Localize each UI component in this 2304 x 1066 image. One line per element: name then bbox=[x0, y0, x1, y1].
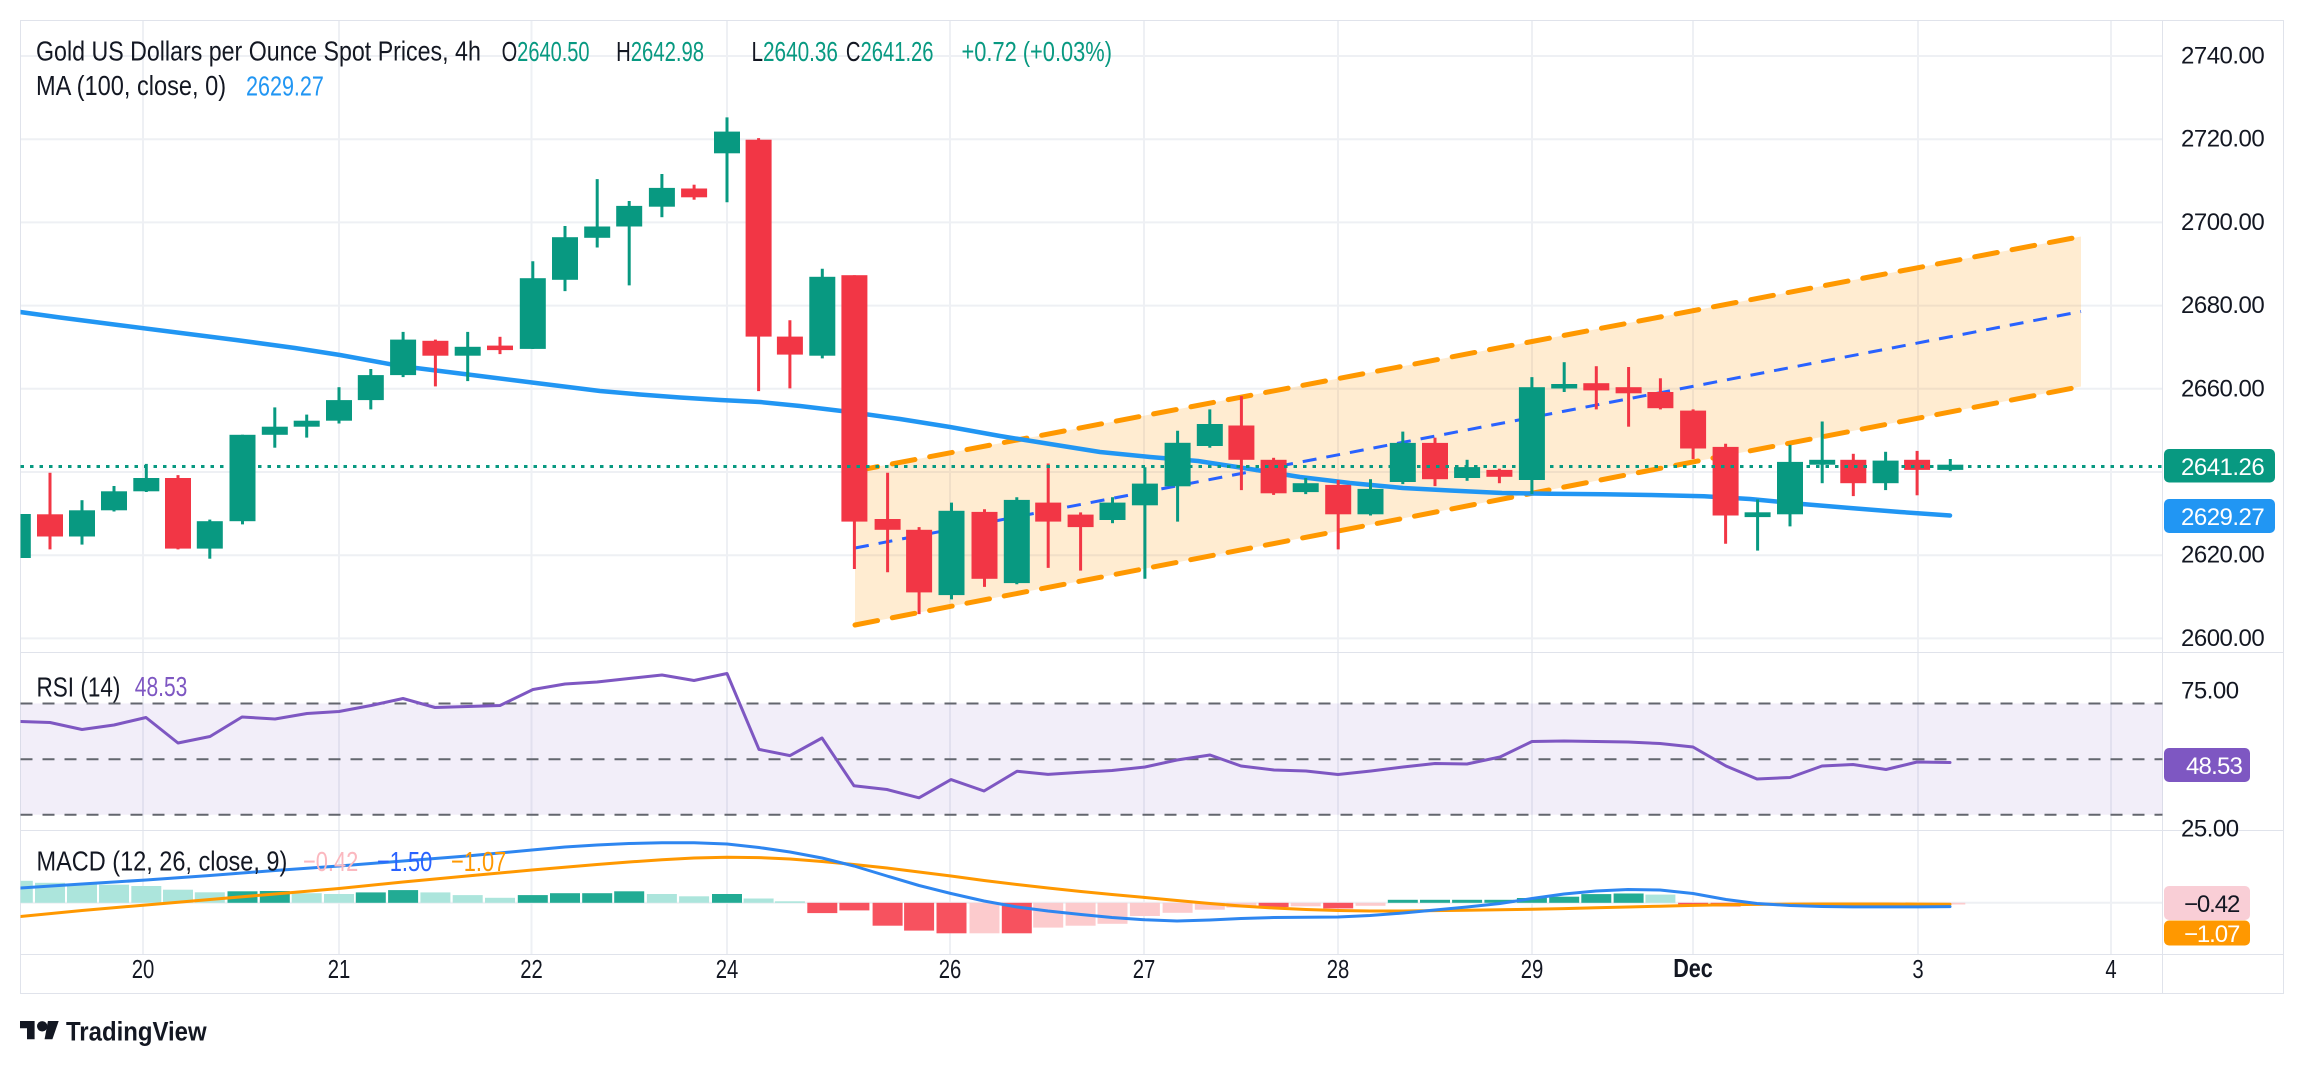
svg-text:21: 21 bbox=[328, 955, 351, 984]
svg-text:2660.00: 2660.00 bbox=[2181, 375, 2264, 402]
svg-text:28: 28 bbox=[1327, 955, 1350, 984]
svg-text:MACD (12, 26, close, 9): MACD (12, 26, close, 9) bbox=[37, 847, 288, 877]
svg-text:24: 24 bbox=[716, 955, 739, 984]
svg-text:2629.27: 2629.27 bbox=[2181, 504, 2264, 531]
svg-text:75.00: 75.00 bbox=[2181, 678, 2239, 705]
svg-text:22: 22 bbox=[520, 955, 543, 984]
svg-text:27: 27 bbox=[1133, 955, 1156, 984]
svg-text:H2642.98: H2642.98 bbox=[616, 37, 704, 68]
svg-text:2680.00: 2680.00 bbox=[2181, 292, 2264, 319]
svg-text:−1.07: −1.07 bbox=[2184, 921, 2240, 948]
svg-text:−1.50: −1.50 bbox=[377, 846, 432, 877]
svg-text:2600.00: 2600.00 bbox=[2181, 625, 2264, 652]
svg-text:25.00: 25.00 bbox=[2181, 816, 2239, 843]
svg-text:2629.27: 2629.27 bbox=[246, 71, 324, 102]
svg-text:2740.00: 2740.00 bbox=[2181, 43, 2264, 70]
svg-text:MA (100, close, 0): MA (100, close, 0) bbox=[36, 71, 226, 101]
svg-text:−0.42: −0.42 bbox=[2184, 891, 2240, 918]
svg-text:2620.00: 2620.00 bbox=[2181, 542, 2264, 569]
svg-text:+0.72 (+0.03%): +0.72 (+0.03%) bbox=[962, 36, 1112, 67]
svg-text:−0.42: −0.42 bbox=[303, 846, 358, 877]
svg-text:Gold US Dollars per Ounce Spot: Gold US Dollars per Ounce Spot Prices, 4… bbox=[36, 37, 481, 67]
svg-text:−1.07: −1.07 bbox=[451, 846, 506, 877]
svg-text:48.53: 48.53 bbox=[2186, 753, 2243, 780]
svg-text:RSI (14): RSI (14) bbox=[37, 672, 121, 703]
svg-text:Dec: Dec bbox=[1673, 954, 1713, 983]
svg-text:L2640.36: L2640.36 bbox=[752, 37, 838, 68]
svg-text:O2640.50: O2640.50 bbox=[502, 36, 590, 67]
svg-text:2700.00: 2700.00 bbox=[2181, 209, 2264, 236]
svg-text:3: 3 bbox=[1912, 955, 1923, 984]
svg-text:TradingView: TradingView bbox=[66, 1017, 207, 1047]
svg-text:2720.00: 2720.00 bbox=[2181, 126, 2264, 153]
svg-text:48.53: 48.53 bbox=[135, 672, 188, 703]
svg-text:C2641.26: C2641.26 bbox=[846, 37, 934, 68]
svg-text:4: 4 bbox=[2105, 955, 2116, 984]
svg-text:29: 29 bbox=[1521, 955, 1544, 984]
svg-text:20: 20 bbox=[132, 955, 155, 984]
svg-text:26: 26 bbox=[939, 955, 962, 984]
svg-text:2641.26: 2641.26 bbox=[2181, 454, 2264, 481]
